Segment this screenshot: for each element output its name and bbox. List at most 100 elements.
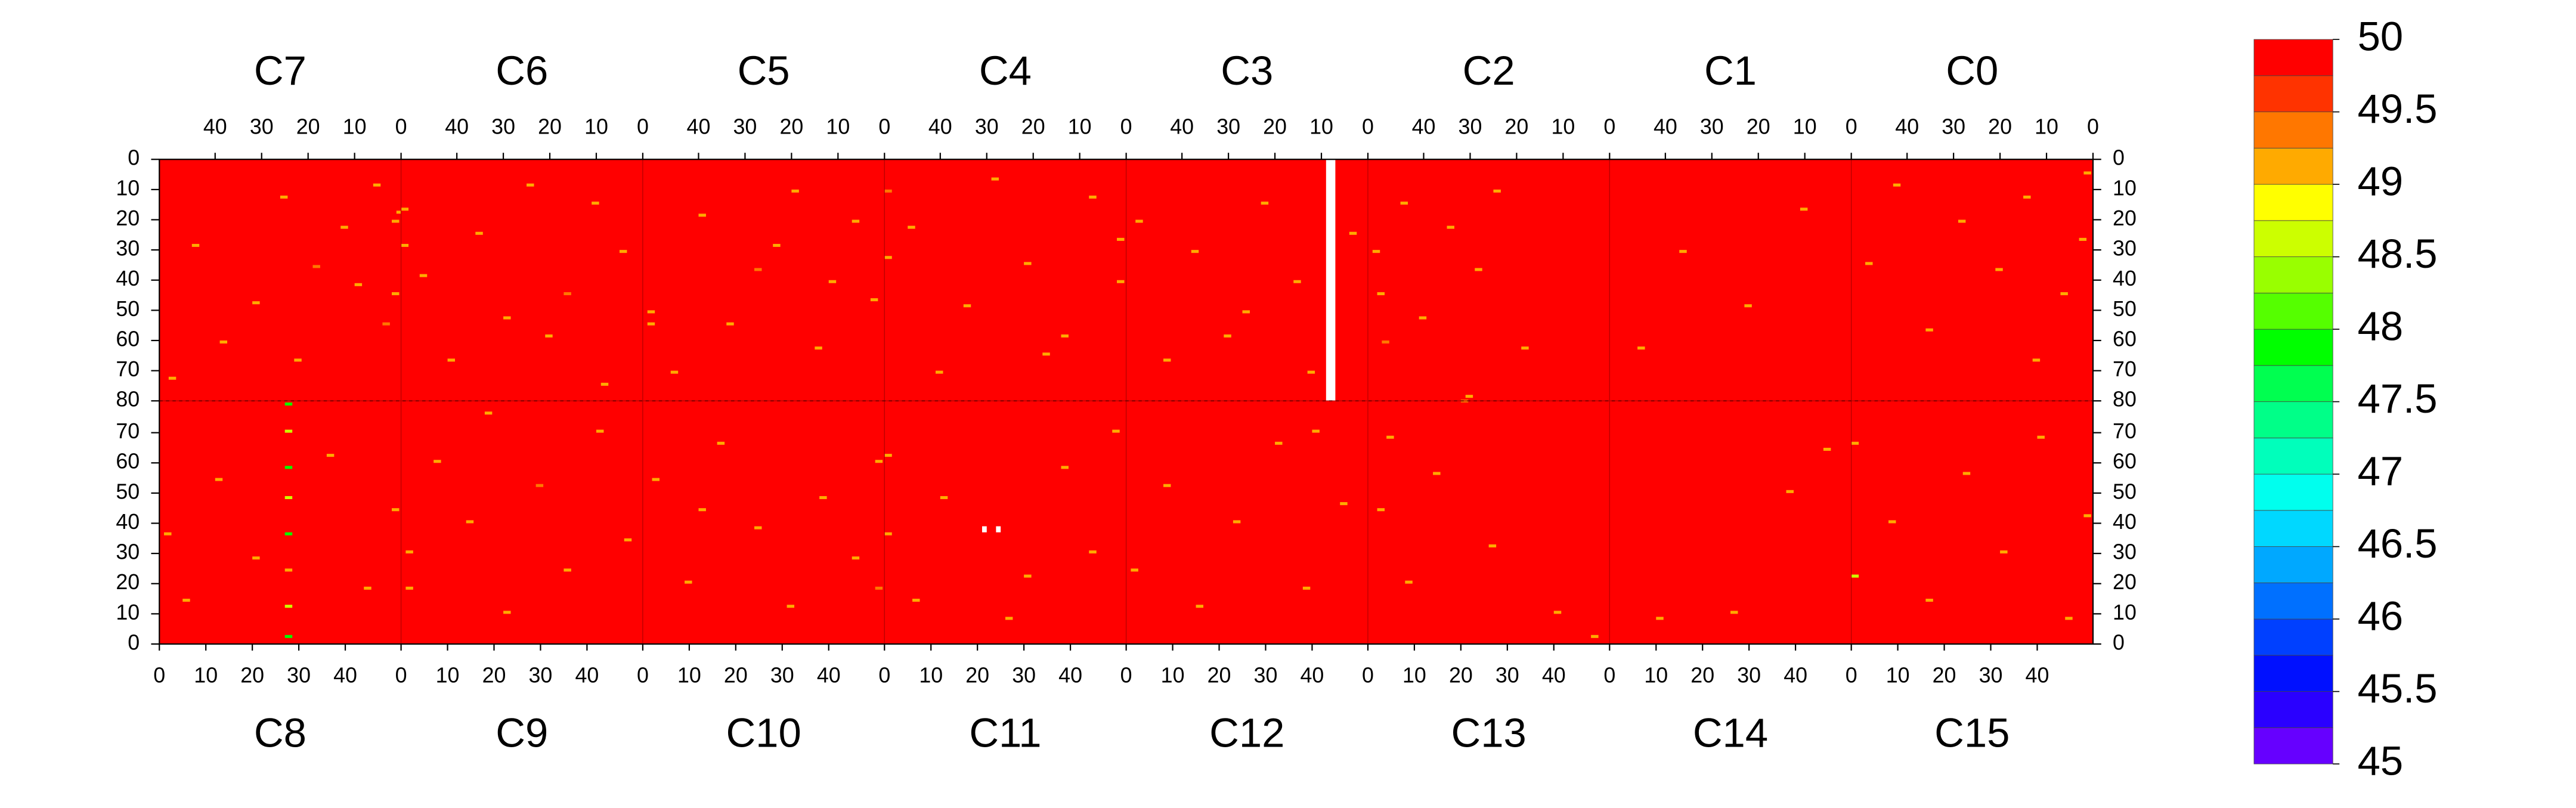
x-tick-label: 40 (687, 114, 711, 138)
heat-cell (434, 460, 441, 463)
colorbar-label: 49.5 (2358, 86, 2438, 132)
heat-cell (1302, 586, 1311, 590)
heat-cell (364, 586, 371, 590)
x-tick-label: 0 (1120, 664, 1132, 688)
x-tick-label: 10 (826, 114, 850, 138)
heat-cell (698, 508, 706, 512)
heat-cell (884, 454, 892, 457)
x-tick-label: 30 (1459, 114, 1482, 138)
heat-cell (2000, 550, 2008, 554)
x-tick-label: 10 (1644, 664, 1668, 688)
heat-cell (1024, 262, 1032, 265)
heat-cell (401, 243, 409, 247)
y-tick-label: 80 (2113, 388, 2137, 411)
heat-cell (1024, 574, 1032, 578)
colorbar-band (2253, 618, 2333, 656)
heat-cell (168, 376, 177, 380)
heat-cell (1465, 395, 1473, 398)
x-tick-label: 20 (1208, 664, 1231, 688)
heat-cell (391, 292, 400, 296)
x-tick-label: 30 (1942, 114, 1965, 138)
heat-cell (1224, 334, 1231, 338)
y-tick-label: 20 (116, 570, 140, 594)
chip-label: C8 (254, 710, 306, 756)
heat-cell (1386, 435, 1394, 439)
heat-cell (884, 532, 892, 535)
heat-cell (1089, 195, 1097, 199)
heat-cell (1823, 447, 1831, 451)
heat-cell (1800, 208, 1808, 211)
chip-label: C10 (726, 710, 801, 756)
heat-cell (391, 219, 400, 223)
heat-cell (596, 429, 604, 433)
heat-cell (670, 370, 679, 374)
heat-cell (2083, 171, 2091, 175)
colorbar-band (2253, 546, 2333, 583)
heat-cell (870, 298, 878, 302)
x-tick-label: 10 (1068, 114, 1092, 138)
chip-label: C11 (969, 710, 1041, 756)
heat-cell (382, 322, 390, 326)
heat-cell (1888, 520, 1896, 524)
heat-cell (466, 520, 474, 524)
heat-cell (2060, 292, 2068, 296)
heat-cell (791, 189, 799, 193)
chip-label: C14 (1693, 710, 1768, 756)
x-tick-label: 20 (240, 664, 264, 688)
heat-cell (1131, 568, 1138, 572)
x-tick-label: 40 (445, 114, 469, 138)
x-tick-label: 0 (395, 114, 407, 138)
heat-cell (600, 382, 609, 386)
heat-cell (1340, 502, 1348, 506)
x-tick-label: 20 (1747, 114, 1770, 138)
heat-cell (787, 605, 795, 608)
x-tick-label: 0 (1846, 114, 1857, 138)
chip-background (401, 159, 643, 401)
x-tick-label: 40 (1654, 114, 1677, 138)
x-tick-label: 10 (1886, 664, 1910, 688)
heat-cell (1242, 310, 1250, 314)
heat-cell (215, 478, 223, 481)
heat-cell (685, 580, 692, 584)
x-tick-label: 20 (1933, 664, 1956, 688)
heat-cell (698, 213, 706, 217)
y-tick-label: 10 (2113, 600, 2137, 624)
heat-cell (503, 611, 511, 614)
chip-background (1609, 159, 1852, 401)
heat-cell (284, 466, 293, 469)
heat-cell (2065, 617, 2073, 620)
colorbar-band (2253, 401, 2333, 438)
heat-cell (754, 526, 762, 530)
colorbar-band (2253, 582, 2333, 620)
colorbar-label: 48.5 (2358, 231, 2438, 277)
x-tick-label: 40 (817, 664, 841, 688)
heat-cell (545, 334, 553, 338)
chip-label: C4 (979, 48, 1032, 94)
heat-cell (1637, 346, 1645, 350)
heat-cell (852, 556, 860, 560)
heat-cell (373, 183, 381, 187)
heat-cell (2079, 237, 2087, 241)
x-tick-label: 20 (1021, 114, 1045, 138)
y-tick-label: 30 (2113, 540, 2137, 564)
heat-cell (284, 532, 293, 535)
x-tick-label: 40 (203, 114, 227, 138)
colorbar-label: 45.5 (2358, 665, 2438, 711)
heat-cell (475, 231, 483, 235)
colorbar-band (2253, 437, 2333, 475)
heat-cell (1553, 611, 1562, 614)
y-tick-label: 20 (2113, 570, 2137, 594)
colorbar-label: 49 (2358, 158, 2404, 204)
chip-label: C13 (1451, 710, 1526, 756)
heat-cell (164, 532, 172, 535)
x-tick-label: 0 (395, 664, 407, 688)
heat-cell (284, 568, 293, 572)
heat-cell (340, 225, 348, 229)
colorbar-label: 46 (2358, 593, 2404, 639)
x-tick-label: 40 (1058, 664, 1082, 688)
x-tick-label: 10 (436, 664, 460, 688)
y-tick-label: 40 (116, 267, 140, 290)
x-tick-label: 20 (1263, 114, 1287, 138)
chip-background (1851, 401, 2093, 644)
y-tick-label: 70 (2113, 419, 2137, 443)
